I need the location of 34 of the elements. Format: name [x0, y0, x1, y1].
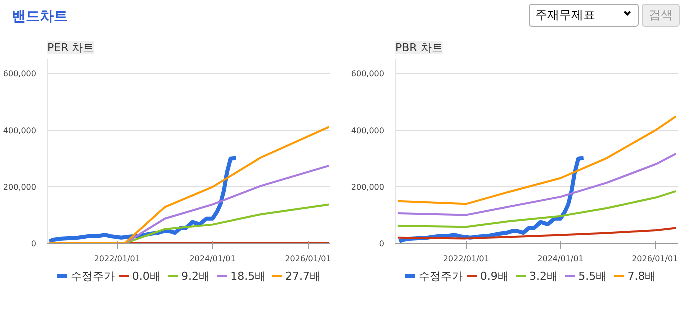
y-tick-label: 200,000: [351, 182, 385, 192]
y-tick-label: 0: [379, 240, 385, 248]
x-tick-label: 2024/01/01: [538, 254, 584, 264]
legend-label: 0.9배: [480, 270, 509, 283]
x-tick-label: 2024/01/01: [190, 254, 236, 264]
legend-label: 수정주가: [418, 270, 463, 283]
x-tick-label: 2026/01/01: [285, 254, 332, 264]
line-series: [396, 116, 678, 206]
y-tick-label: 600,000: [351, 70, 385, 79]
legend-label: 18.5배: [230, 270, 266, 283]
legend-label: 27.7배: [286, 270, 322, 283]
text: 밴드차트: [12, 8, 68, 28]
y-tick-label: 600,000: [3, 70, 37, 79]
y-tick-label: 400,000: [3, 126, 37, 136]
chart-title: PER 차트: [48, 42, 94, 54]
chart-title: PBR 차트: [396, 42, 443, 54]
y-tick-label: 0: [31, 240, 37, 248]
legend-label: 0.0배: [132, 270, 161, 283]
legend-label: 5.5배: [578, 270, 608, 283]
legend-label: 수정주가: [70, 270, 115, 283]
x-tick-label: 2022/01/01: [94, 254, 140, 264]
legend-label: 7.8배: [628, 270, 656, 283]
y-tick-label: 400,000: [351, 126, 385, 136]
text: 주재무제표: [528, 4, 639, 28]
line-series: [48, 126, 330, 244]
line-series: [396, 190, 678, 228]
text: 검색: [642, 4, 680, 28]
legend-label: 3.2배: [530, 270, 558, 283]
legend-label: 9.2배: [182, 270, 210, 283]
y-tick-label: 200,000: [3, 182, 37, 192]
line-series: [396, 153, 678, 216]
x-tick-label: 2026/01/01: [632, 254, 678, 264]
x-tick-label: 2022/01/01: [443, 254, 490, 264]
line-series: [396, 227, 678, 240]
